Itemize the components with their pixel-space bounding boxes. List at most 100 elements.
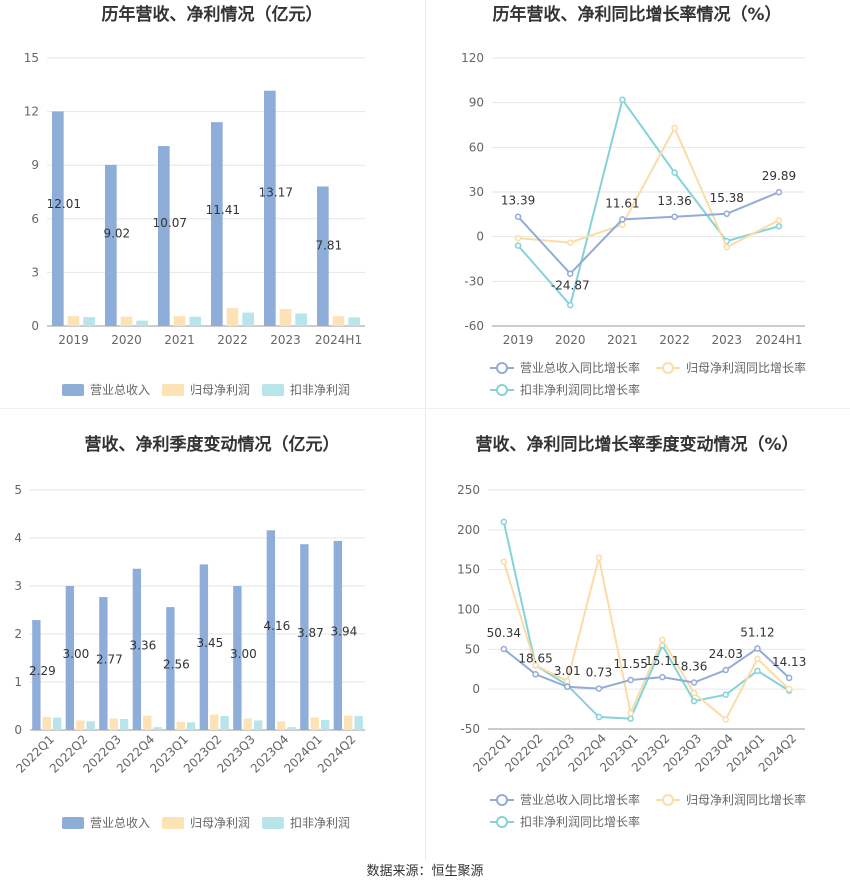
line-value-label: 14.13 [772,655,806,669]
legend-swatch [62,384,84,396]
x-tick-label: 2019 [58,333,89,347]
y-tick-label: 0 [31,319,39,333]
bar [279,309,292,326]
line-point [595,554,603,561]
bar-value-label: 13.17 [259,186,293,200]
bar [333,540,343,730]
y-tick-label: 2 [14,627,22,641]
bar [295,313,307,326]
quarter-bar-chart: 营收、净利季度变动情况（亿元）0123452022Q12022Q22022Q32… [13,434,365,830]
y-tick-label: 120 [461,51,484,65]
legend-marker [662,362,674,374]
bar [99,597,108,730]
series-line [517,191,780,276]
bar-value-label: 3.36 [130,638,157,652]
bar-value-label: 11.41 [206,203,240,217]
y-tick-label: 5 [14,483,22,497]
bar [65,586,75,730]
horizontal-divider [0,408,850,409]
bar [109,718,118,730]
y-tick-label: 90 [469,96,484,110]
line-point [785,674,793,682]
bar [189,316,201,326]
bar [176,721,185,730]
bar [42,717,51,730]
bar-value-label: 10.07 [153,216,187,230]
line-value-label: 3.01 [554,664,581,678]
line-value-label: 13.39 [501,194,535,208]
legend-label: 营业总收入 [90,383,150,397]
line-point [619,221,626,229]
line-value-label: 50.34 [487,626,521,640]
y-tick-label: 12 [24,105,39,119]
line-point [690,689,698,697]
line-point [514,213,522,220]
bar [317,186,329,326]
bar [211,122,223,327]
line-point [722,691,729,698]
line-point [500,558,508,565]
x-tick-label: 2021 [607,333,638,347]
y-tick-label: -60 [464,319,484,333]
bar [220,716,229,730]
line-point [754,645,761,652]
line-point [690,679,698,686]
series-line [502,521,790,720]
line-point [754,667,761,675]
bar [136,320,148,326]
line-point [514,234,522,242]
legend-marker [496,794,508,806]
bar-value-label: 3.45 [197,636,224,650]
legend-label: 归母净利润 [190,816,250,830]
data-source: 数据来源：恒生聚源 [366,864,484,879]
bar [105,164,117,326]
line-value-label: 8.36 [681,660,708,674]
x-tick-label: 2024H1 [315,333,362,347]
line-point [500,645,508,653]
line-value-label: 0.73 [586,666,613,680]
series-line [517,125,780,249]
bar-value-label: 3.00 [63,647,90,661]
bar-value-label: 2.56 [163,658,190,672]
x-tick-label: 2020 [555,333,586,347]
line-point [595,713,603,721]
legend-marker [496,816,508,828]
line-value-label: 15.11 [645,654,679,668]
bar-value-label: 9.02 [103,226,130,240]
line-point [659,673,666,681]
line-point [671,169,678,176]
panel-quarter-bar: 营收、净利季度变动情况（亿元） 0 1 2 3 4 5 2022Q1 2022Q2 2022Q3 2… [0,425,425,855]
line-point [722,666,729,674]
bar [199,564,209,730]
chart-title: 历年营收、净利同比增长率情况（%） [492,4,781,25]
bar-value-label: 12.01 [47,197,81,211]
y-tick-label: 30 [469,185,484,199]
line-point [514,242,522,249]
legend-label: 扣非净利润 [290,816,350,830]
bar [243,718,252,730]
line-point [775,188,783,196]
legend-label: 归母净利润同比增长率 [686,360,806,375]
y-tick-label: 100 [457,603,480,617]
bar [354,716,363,730]
line-value-label: 11.61 [605,196,639,210]
y-tick-label: 200 [457,523,480,537]
x-tick-label: 2023 [711,333,742,347]
bar [153,727,162,730]
legend-marker [496,362,508,374]
vertical-divider [425,0,426,860]
line-value-label: 11.55 [613,657,647,671]
line-point [723,243,730,251]
legend-swatch [162,384,184,396]
y-tick-label: 9 [31,158,39,172]
bar [52,717,62,730]
line-point [532,671,539,678]
bar [210,714,219,730]
bar [76,720,85,730]
bar [120,316,133,326]
bar [166,607,175,730]
y-tick-label: 3 [14,579,22,593]
series-line [517,97,780,308]
bar-value-label: 2.77 [96,653,123,667]
y-tick-label: 0 [14,723,22,737]
